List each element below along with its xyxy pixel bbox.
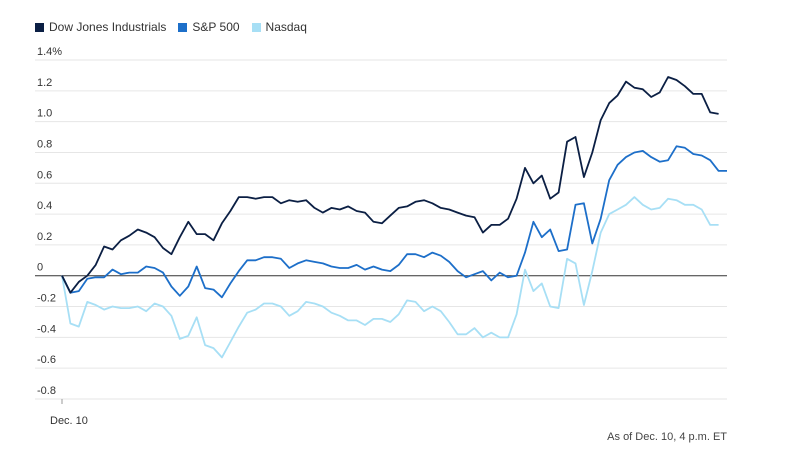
- legend-swatch-nasdaq: [251, 22, 261, 32]
- chart-legend: Dow Jones Industrials S&P 500 Nasdaq: [35, 20, 307, 34]
- y-axis-tick-labels: -0.8 -0.6 -0.4 -0.2 0 0.2 0.4 0.6 0.8 1.0 1.2 1.4%: [37, 46, 62, 397]
- y-tick-label: -0.8: [37, 385, 56, 397]
- legend-label-sp500: S&P 500: [192, 20, 240, 34]
- gridlines: [35, 59, 727, 400]
- y-tick-label: 0.8: [37, 138, 52, 150]
- series-line-sp500: [61, 145, 727, 299]
- series-line-nasdaq: [61, 196, 719, 359]
- y-tick-label: 0.4: [37, 200, 52, 212]
- legend-label-dow: Dow Jones Industrials: [49, 20, 167, 34]
- y-tick-label: 1.0: [37, 108, 52, 120]
- y-tick-label: 0.2: [37, 231, 52, 243]
- y-tick-label: 0: [37, 262, 43, 274]
- legend-item-dow: Dow Jones Industrials: [35, 20, 166, 34]
- y-tick-label: 0.6: [37, 169, 52, 181]
- series-line-dow: [61, 76, 719, 294]
- legend-swatch-dow: [35, 22, 44, 32]
- series-lines: [61, 76, 727, 359]
- y-tick-label: -0.6: [37, 354, 56, 366]
- y-tick-label: 1.4%: [37, 46, 62, 58]
- timestamp-note: As of Dec. 10, 4 p.m. ET: [607, 431, 727, 443]
- y-tick-label: -0.2: [37, 293, 56, 305]
- legend-item-sp500: S&P 500: [178, 20, 240, 34]
- legend-label-nasdaq: Nasdaq: [265, 20, 307, 34]
- legend-item-nasdaq: Nasdaq: [251, 20, 307, 34]
- x-tick-label: Dec. 10: [50, 415, 88, 427]
- y-tick-label: -0.4: [37, 323, 56, 335]
- y-tick-label: 1.2: [37, 77, 52, 89]
- legend-swatch-sp500: [178, 22, 188, 32]
- x-axis-tick-labels: Dec. 10: [50, 399, 88, 427]
